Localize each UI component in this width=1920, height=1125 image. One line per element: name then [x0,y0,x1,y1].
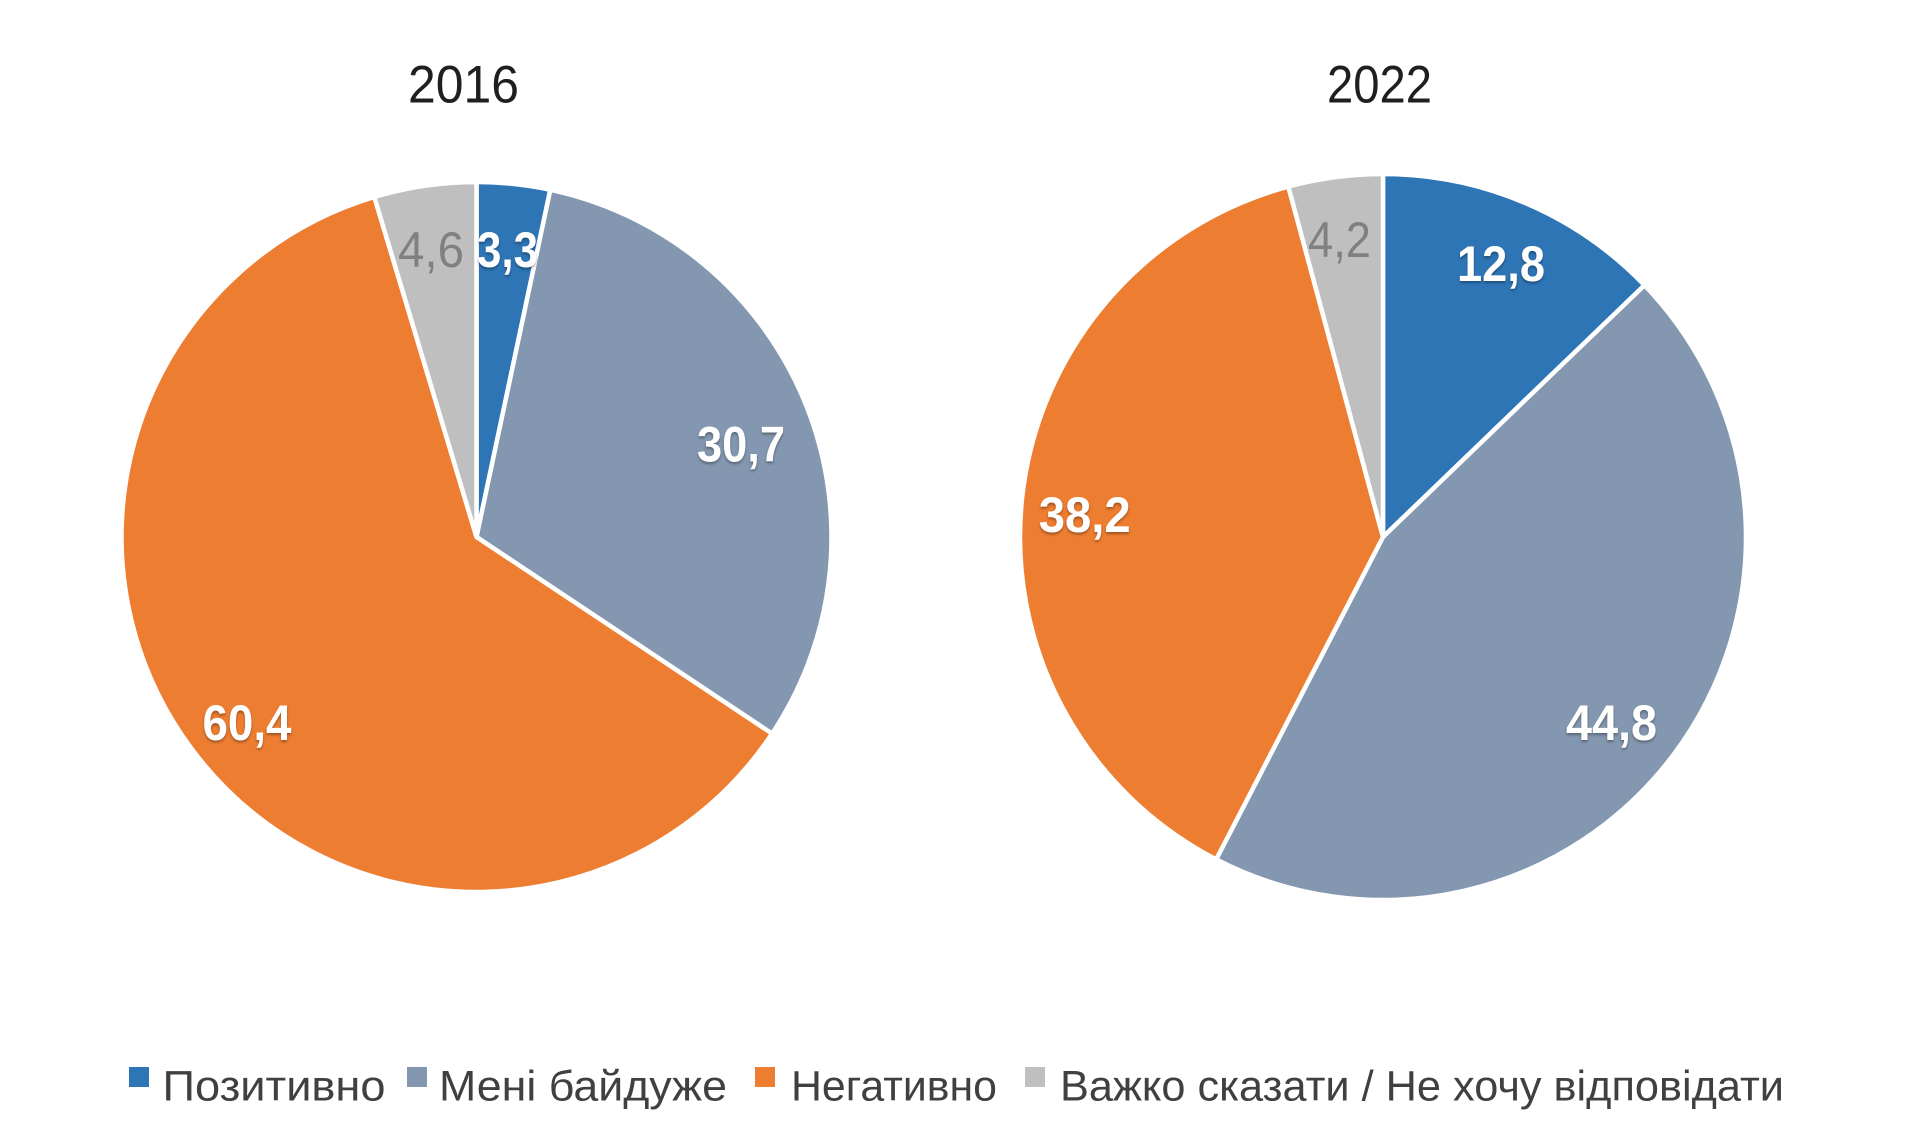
svg-text:4,6: 4,6 [398,222,464,278]
svg-text:4,2: 4,2 [1308,212,1371,268]
svg-text:3,3: 3,3 [477,222,538,278]
svg-text:60,4: 60,4 [203,695,292,751]
svg-text:Позитивно: Позитивно [163,1063,386,1111]
svg-text:Важко сказати / Не хочу відпов: Важко сказати / Не хочу відповідати [1060,1063,1784,1111]
svg-text:30,7: 30,7 [697,417,785,473]
svg-text:44,8: 44,8 [1566,695,1657,751]
svg-text:Негативно: Негативно [791,1063,997,1111]
svg-text:2016: 2016 [408,56,519,115]
svg-text:38,2: 38,2 [1039,487,1131,543]
svg-text:12,8: 12,8 [1457,236,1545,292]
svg-text:2022: 2022 [1327,56,1432,115]
svg-text:Мені байдуже: Мені байдуже [439,1063,727,1111]
